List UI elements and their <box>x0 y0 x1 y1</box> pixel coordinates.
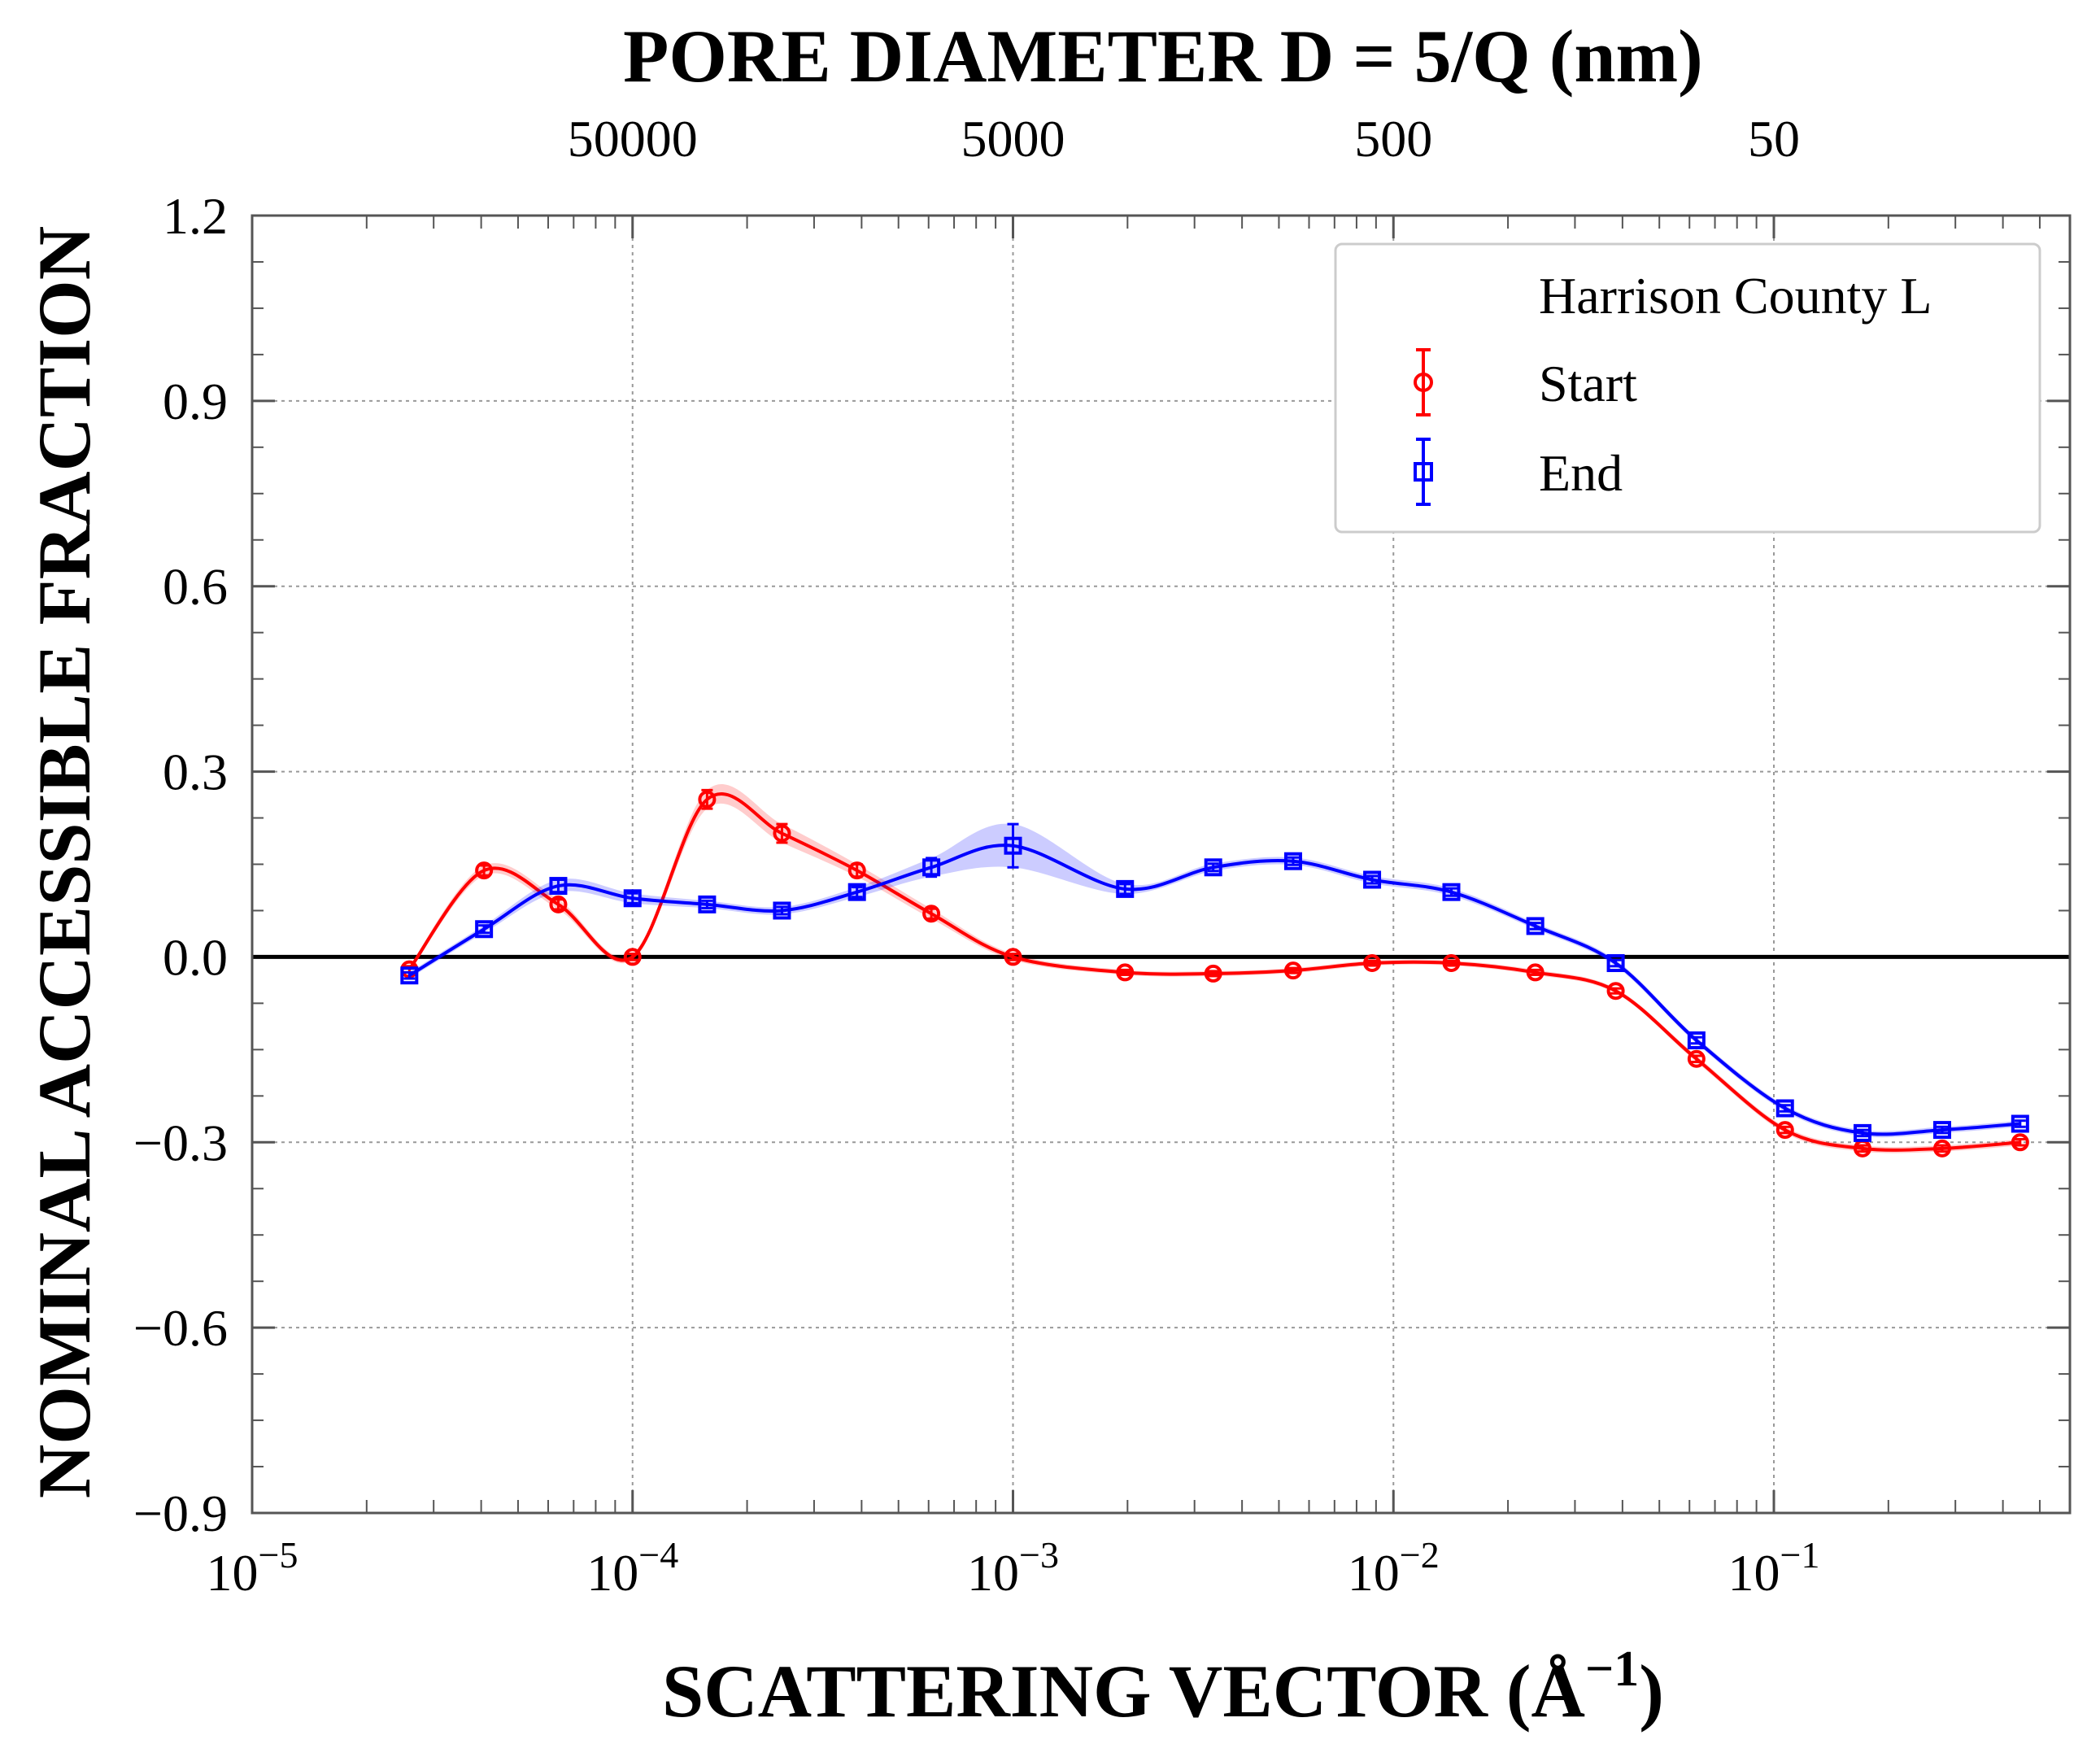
y-axis-title: NOMINAL ACCESSIBLE FRACTION <box>23 226 106 1498</box>
y-tick-label: −0.9 <box>133 1485 228 1542</box>
data-point-end <box>549 877 568 896</box>
data-point-end <box>1116 879 1135 898</box>
top-tick-label: 50000 <box>568 110 698 168</box>
legend-entry-end: End <box>1414 438 1623 506</box>
data-point-end <box>1442 883 1461 901</box>
legend-label-end: End <box>1539 444 1623 502</box>
data-point-end <box>2011 1114 2029 1133</box>
series-end-error-band <box>409 823 2020 1138</box>
x-tick-label: 10−5 <box>207 1534 298 1602</box>
top-axis-title: PORE DIAMETER D = 5/Q (nm) <box>623 15 1703 98</box>
data-point-start <box>1932 1139 1951 1158</box>
y-tick-label: 1.2 <box>163 187 228 245</box>
data-point-end <box>1526 917 1545 935</box>
data-point-start <box>1687 1049 1706 1068</box>
data-point-start <box>773 824 791 843</box>
data-point-end <box>1775 1099 1794 1118</box>
legend-start-marker <box>1414 373 1433 392</box>
y-tick-label: −0.3 <box>133 1114 228 1171</box>
data-point-end <box>847 883 866 901</box>
top-tick-label: 500 <box>1354 110 1432 168</box>
data-point-start <box>1004 948 1022 966</box>
data-point-start <box>698 790 717 809</box>
data-point-end <box>400 966 419 985</box>
data-point-start <box>847 861 866 880</box>
legend-box <box>1334 242 2041 534</box>
data-point-start <box>922 905 941 923</box>
data-point-end <box>1283 852 1302 870</box>
x-tick-label: 10−4 <box>586 1534 678 1602</box>
data-point-end <box>1932 1121 1951 1140</box>
data-point-end <box>1687 1031 1706 1049</box>
x-tick-label: 10−2 <box>1348 1534 1440 1602</box>
data-point-start <box>549 895 568 913</box>
data-point-end <box>623 889 642 908</box>
data-point-end <box>1606 954 1625 973</box>
series-end <box>400 822 2029 1142</box>
data-point-start <box>1283 961 1302 980</box>
data-point-start <box>1363 954 1382 973</box>
data-point-start <box>1116 963 1135 982</box>
legend-end-marker <box>1414 462 1433 482</box>
legend: Harrison County L Start End <box>1334 242 2041 534</box>
top-tick-label: 5000 <box>961 110 1065 168</box>
data-point-start <box>623 948 642 966</box>
plot-frame <box>251 214 2072 1515</box>
data-point-end <box>1204 858 1222 877</box>
data-point-end <box>922 858 941 877</box>
x-axis-title-close: ) <box>1639 1650 1664 1733</box>
data-point-end <box>698 895 717 913</box>
y-tick-label: 0.3 <box>163 743 228 801</box>
data-point-start <box>1606 982 1625 1001</box>
legend-label-start: Start <box>1539 355 1637 412</box>
data-point-end <box>475 920 494 939</box>
top-tick-label: 50 <box>1748 110 1800 168</box>
y-tick-label: 0.9 <box>163 373 228 430</box>
legend-entry-start: Start <box>1414 348 1637 416</box>
series-start <box>400 784 2029 1158</box>
data-point-end <box>1004 836 1022 855</box>
data-point-start <box>2011 1133 2029 1152</box>
x-axis-title-sup: −1 <box>1585 1641 1639 1697</box>
y-tick-label: 0.0 <box>163 928 228 986</box>
y-tick-label: −0.6 <box>133 1299 228 1357</box>
x-tick-label: 10−3 <box>967 1534 1059 1602</box>
data-point-start <box>1775 1121 1794 1140</box>
data-point-end <box>773 901 791 920</box>
data-point-start <box>1204 964 1222 983</box>
legend-title: Harrison County L <box>1539 267 1932 325</box>
data-point-start <box>1526 963 1545 982</box>
x-axis-title: SCATTERING VECTOR (Å−1) <box>662 1641 1664 1733</box>
y-tick-label: 0.6 <box>163 558 228 616</box>
data-point-end <box>1854 1123 1872 1142</box>
data-point-start <box>1442 954 1461 973</box>
series-layer <box>400 784 2029 1158</box>
x-tick-label: 10−1 <box>1728 1534 1820 1602</box>
tick-labels: 10−510−410−310−210−15000050005005051.20.… <box>133 110 1820 1602</box>
x-axis-title-main: SCATTERING VECTOR (Å <box>662 1650 1585 1733</box>
data-point-end <box>1363 870 1382 889</box>
data-point-start <box>475 861 494 880</box>
